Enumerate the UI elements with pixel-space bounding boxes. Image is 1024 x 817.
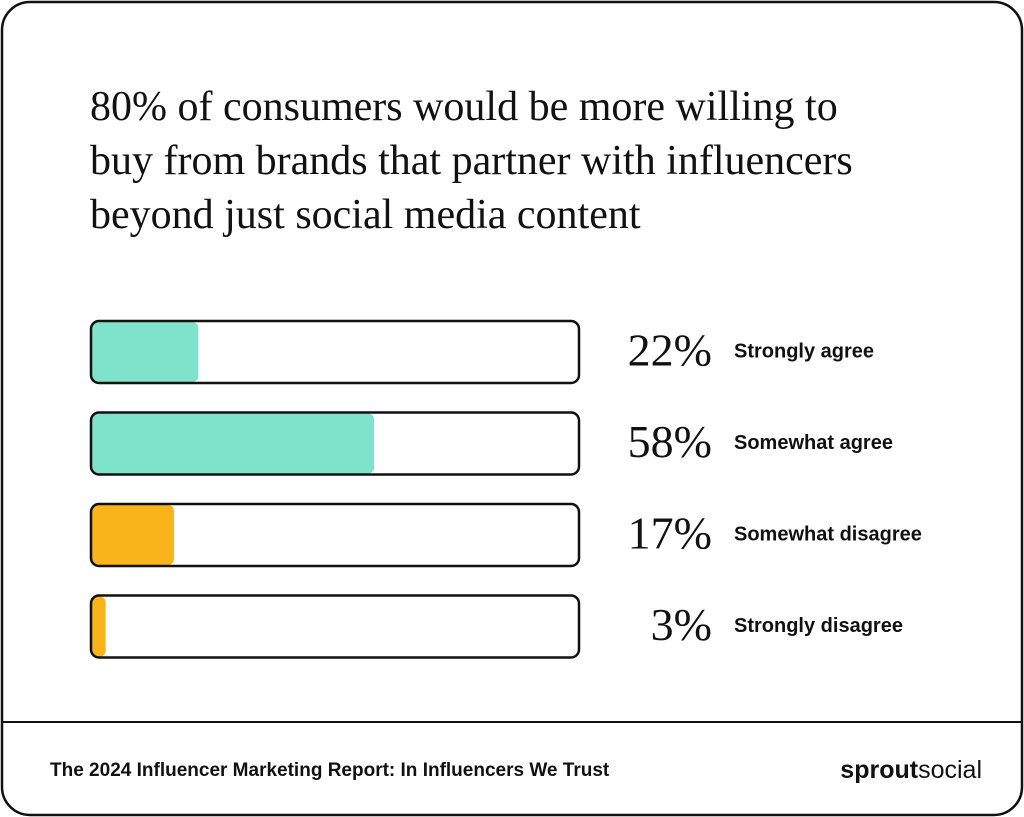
bar	[92, 322, 199, 382]
brand-part: sprout	[840, 756, 918, 784]
bar-outline	[89, 319, 581, 385]
value-label: 17%	[628, 508, 712, 559]
bar	[92, 505, 174, 565]
bar-outline	[89, 502, 581, 568]
category-label: Strongly agree	[734, 340, 874, 362]
bar-outline	[89, 594, 581, 659]
chart-title: 80% of consumers would be more willing t…	[90, 84, 853, 238]
bar	[92, 413, 375, 474]
brand-logo: sproutsocial	[840, 756, 982, 784]
bar-outline	[89, 411, 581, 476]
value-label: 22%	[628, 325, 712, 376]
category-label: Somewhat agree	[734, 432, 893, 454]
bar-track	[91, 504, 579, 566]
bar-track	[91, 321, 579, 383]
category-label: Somewhat disagree	[734, 523, 922, 545]
bar	[92, 596, 106, 657]
category-label: Strongly disagree	[734, 615, 903, 637]
brand-part: social	[918, 756, 982, 784]
value-label: 58%	[628, 416, 712, 467]
bar-track	[91, 595, 579, 658]
value-label: 3%	[651, 599, 712, 650]
footer-source: The 2024 Influencer Marketing Report: In…	[50, 760, 610, 781]
